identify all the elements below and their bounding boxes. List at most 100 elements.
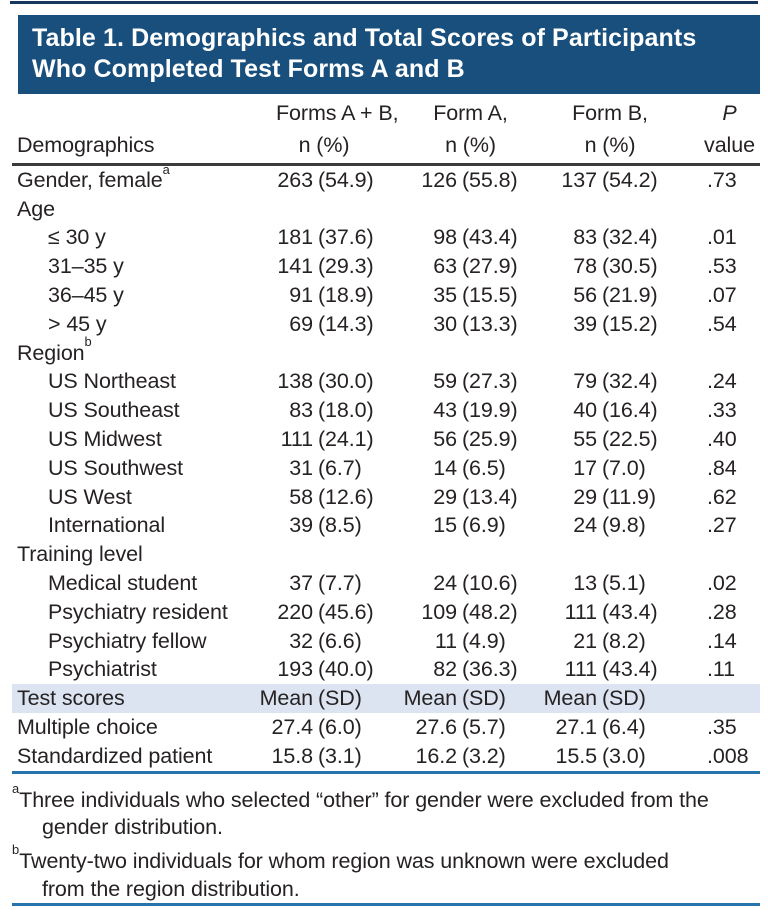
title-line-1: Table 1. Demographics and Total Scores o… (32, 24, 697, 52)
footnote-a-text: Three individuals who selected “other” f… (19, 787, 709, 812)
table-title-box: Table 1. Demographics and Total Scores o… (18, 15, 760, 94)
value-n: 79 (573, 369, 597, 394)
value-pct: (SD) (318, 686, 362, 711)
value-n: Mean (259, 686, 313, 711)
value-pct: (7.0) (602, 455, 646, 480)
value-pct: (45.6) (318, 599, 374, 624)
value-n: 111 (564, 657, 597, 682)
value-pct: (14.3) (318, 311, 374, 336)
column-header-form-b-unit: n (%) (584, 133, 636, 157)
value-pct: (30.0) (318, 369, 374, 394)
row-label: 36–45 y (48, 283, 124, 308)
value-n: Mean (403, 686, 457, 711)
p-value: .62 (707, 484, 737, 509)
value-pct: (48.2) (462, 599, 518, 624)
row-label: US Northeast (48, 369, 176, 394)
p-value: .33 (707, 398, 737, 423)
footnote-b-text-cont: from the region distribution. (42, 876, 300, 901)
value-pct: (36.3) (462, 657, 518, 682)
footnote-b: bTwenty-two individuals for whom region … (12, 842, 756, 903)
column-header-p: P (722, 101, 737, 125)
value-pct: (9.8) (602, 513, 646, 538)
value-pct: (10.6) (462, 571, 518, 596)
value-n: 39 (573, 311, 597, 336)
value-pct: (13.4) (462, 484, 518, 509)
row-label: US Southeast (48, 398, 180, 423)
value-n: 14 (433, 455, 457, 480)
value-pct: (7.7) (318, 571, 362, 596)
row-label: Psychiatry fellow (48, 628, 207, 653)
value-pct: (5.1) (602, 571, 646, 596)
value-pct: (30.5) (602, 254, 658, 279)
value-n: 111 (564, 599, 597, 624)
value-n: 56 (573, 283, 597, 308)
value-n: 193 (277, 657, 313, 682)
value-n: 15.8 (271, 743, 314, 768)
column-header-demographics: Demographics (17, 133, 155, 157)
value-n: 63 (433, 254, 457, 279)
p-value: .73 (707, 167, 737, 192)
value-n: 98 (433, 225, 457, 250)
footnote-marker: a (162, 161, 170, 177)
value-n: 59 (433, 369, 457, 394)
value-n: 138 (277, 369, 313, 394)
value-n: 126 (421, 167, 457, 192)
p-value: .14 (707, 628, 737, 653)
value-n: 137 (561, 167, 597, 192)
value-n: 24 (573, 513, 597, 538)
value-n: 15.5 (555, 743, 598, 768)
value-n: 78 (573, 254, 597, 279)
column-headers: Forms A + B, Form A, Form B, P Demograph… (12, 96, 760, 166)
p-value: .35 (707, 715, 737, 740)
p-value: .24 (707, 369, 737, 394)
value-pct: (29.3) (318, 254, 374, 279)
value-pct: (54.2) (602, 167, 658, 192)
value-n: 27.4 (271, 715, 314, 740)
value-pct: (37.6) (318, 225, 374, 250)
value-n: 27.1 (555, 715, 598, 740)
column-header-form-a-unit: n (%) (445, 133, 496, 157)
p-value: .84 (707, 455, 737, 480)
table-row: International 39 (8.5) 15 (6.9) 24 (9.8) .27 (12, 512, 760, 541)
value-pct: (18.0) (318, 398, 374, 423)
value-n: 15 (433, 513, 457, 538)
value-pct: (13.3) (462, 311, 518, 336)
value-n: 31 (289, 455, 313, 480)
row-label: Age (17, 196, 55, 221)
row-label: US Southwest (48, 455, 184, 480)
row-label: Psychiatrist (48, 657, 157, 682)
value-pct: (11.9) (602, 484, 656, 509)
value-pct: (4.9) (462, 628, 506, 653)
value-n: 35 (433, 283, 457, 308)
row-label: Training level (17, 542, 143, 567)
value-n: 181 (277, 225, 313, 250)
table-row: Psychiatry fellow 32 (6.6) 11 (4.9) 21 (8.2) .1… (12, 627, 760, 656)
row-label: Medical student (48, 571, 198, 596)
value-n: 109 (421, 599, 457, 624)
value-pct: (21.9) (602, 283, 658, 308)
column-header-form-b: Form B, (572, 101, 648, 125)
table-row: US Northeast 138 (30.0) 59 (27.3) 79 (32.4) .24 (12, 368, 760, 397)
footnote-b-text: Twenty-two individuals for whom region w… (19, 849, 669, 874)
column-header-forms-ab-unit: n (%) (298, 133, 350, 157)
column-header-forms-ab: Forms A + B, (276, 101, 399, 125)
value-pct: (3.2) (462, 743, 506, 768)
value-pct: (27.9) (462, 254, 518, 279)
footnote-marker: b (84, 334, 92, 350)
test-scores-divider-row: Test scores Mean (SD) Mean (SD) Mean (SD) (12, 684, 760, 714)
value-n: 29 (573, 484, 597, 509)
table-row: US West 58 (12.6) 29 (13.4) 29 (11.9) .62 (12, 483, 760, 512)
value-n: 43 (433, 398, 457, 423)
value-n: 111 (280, 427, 313, 452)
p-value: .11 (707, 657, 735, 682)
value-pct: (54.9) (318, 167, 374, 192)
value-n: 263 (277, 167, 313, 192)
footnote-a: aThree individuals who selected “other” … (12, 781, 756, 842)
value-pct: (40.0) (318, 657, 374, 682)
value-pct: (6.6) (318, 628, 362, 653)
value-pct: (8.5) (318, 513, 362, 538)
table-row: ≤ 30 y 181 (37.6) 98 (43.4) 83 (32.4) .01 (12, 224, 760, 253)
value-n: 220 (277, 599, 313, 624)
table-row: Gender, femalea 263 (54.9) 126 (55.8) 137 (54.… (12, 162, 760, 195)
